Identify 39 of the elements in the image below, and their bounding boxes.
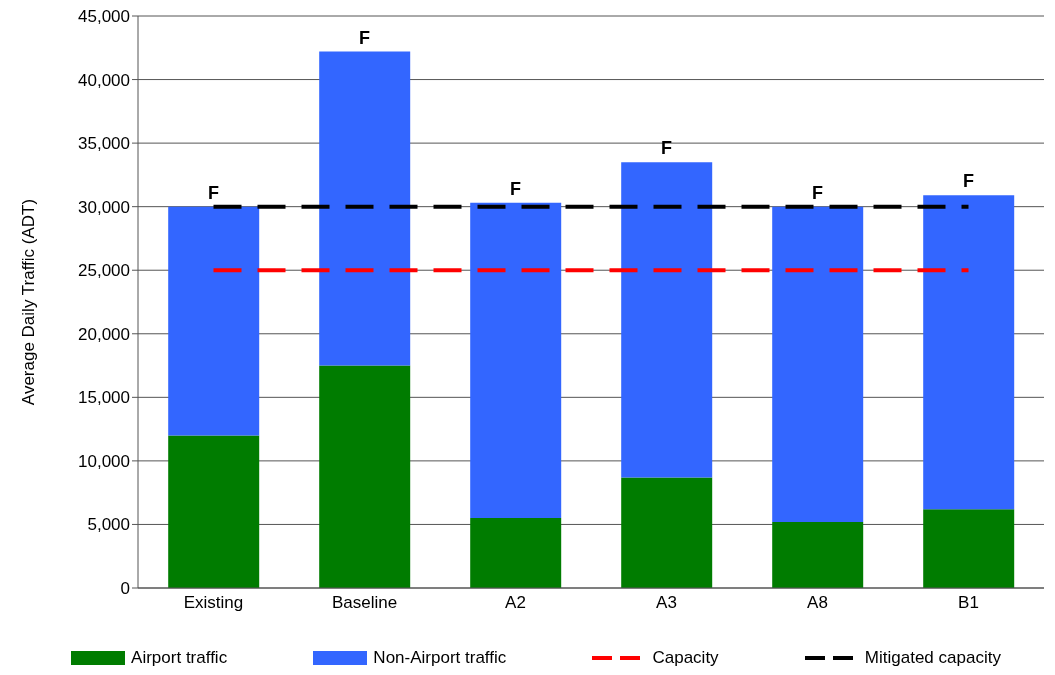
bar <box>168 206 260 436</box>
annotation: F <box>359 27 370 48</box>
x-tick-label: A8 <box>807 593 828 613</box>
y-tick-label: 20,000 <box>78 324 130 344</box>
bar <box>319 365 411 588</box>
y-axis-title: Average Daily Traffic (ADT) <box>19 198 39 406</box>
bar <box>772 206 864 522</box>
y-tick-label: 25,000 <box>78 261 130 281</box>
annotation: F <box>510 178 521 199</box>
y-tick-label: 15,000 <box>78 388 130 408</box>
bar <box>319 51 411 366</box>
y-tick-label: 10,000 <box>78 451 130 471</box>
legend-label: Airport traffic <box>131 648 228 668</box>
legend-label: Non-Airport traffic <box>373 648 507 668</box>
bar <box>470 518 562 588</box>
bar <box>923 195 1015 510</box>
annotation: F <box>661 138 672 159</box>
bar <box>168 435 260 588</box>
x-tick-label: A2 <box>505 593 526 613</box>
y-tick-label: 30,000 <box>78 197 130 217</box>
bar <box>470 202 562 519</box>
y-tick-label: 45,000 <box>78 7 130 27</box>
legend-label: Mitigated capacity <box>864 648 1001 668</box>
annotation: F <box>208 182 219 203</box>
annotation: F <box>963 171 974 192</box>
legend-label: Capacity <box>652 648 719 668</box>
x-tick-label: Baseline <box>331 593 398 613</box>
y-tick-label: 5,000 <box>87 515 130 535</box>
x-tick-label: Existing <box>183 593 244 613</box>
bar <box>772 521 864 588</box>
annotation: F <box>812 182 823 203</box>
bar <box>621 477 713 588</box>
y-tick-label: 0 <box>120 579 130 599</box>
x-tick-label: B1 <box>958 593 979 613</box>
bar <box>923 509 1015 588</box>
y-tick-label: 35,000 <box>78 134 130 154</box>
bar <box>621 162 713 478</box>
x-tick-label: A3 <box>656 593 677 613</box>
y-tick-label: 40,000 <box>78 70 130 90</box>
